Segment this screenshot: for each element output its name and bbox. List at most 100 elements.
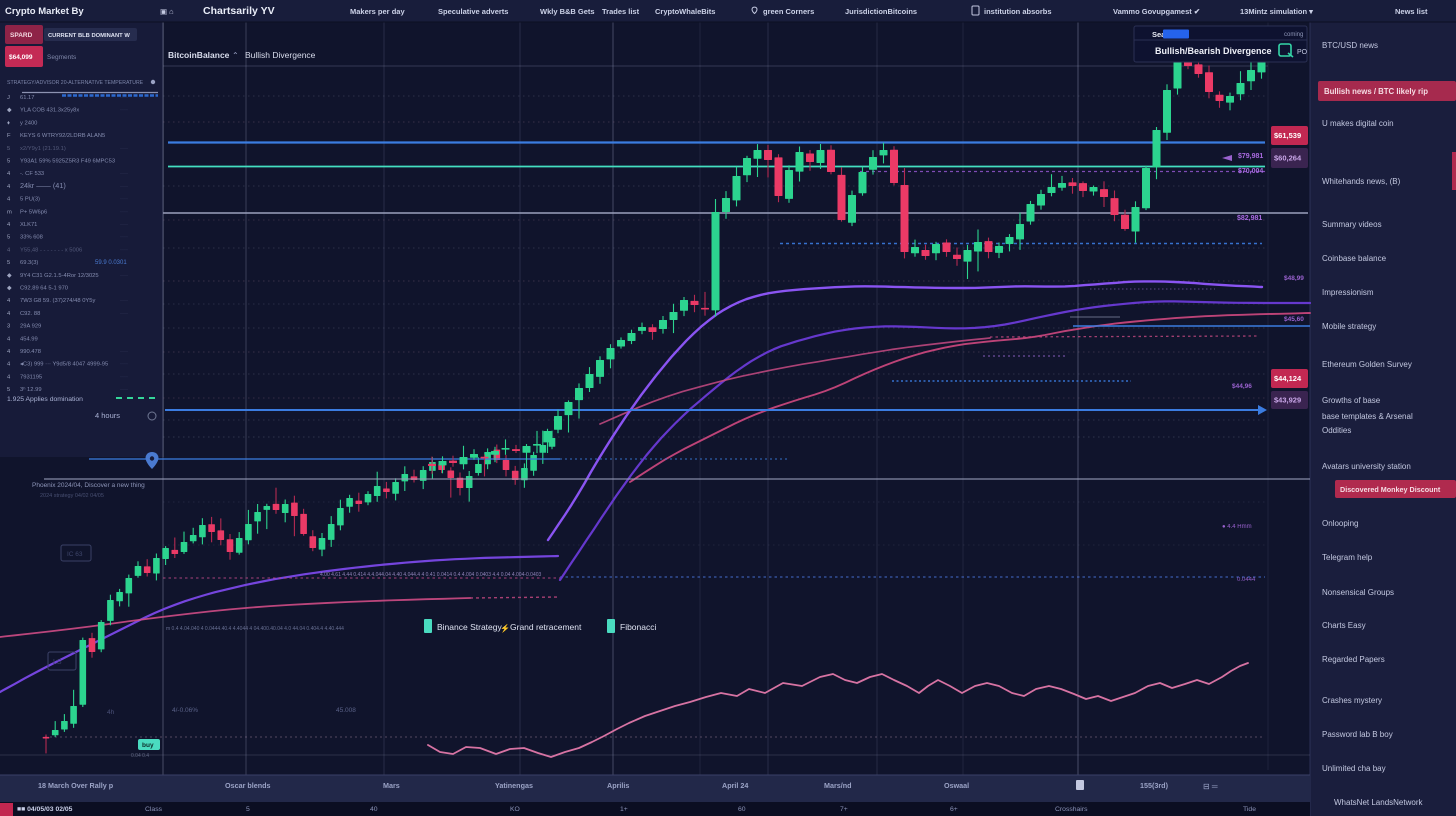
svg-text:····: ····: [120, 298, 128, 304]
svg-text:Aprilis: Aprilis: [607, 781, 629, 790]
svg-text:Speculative adverts: Speculative adverts: [438, 7, 508, 16]
svg-text:Nonsensical Groups: Nonsensical Groups: [1322, 588, 1394, 597]
svg-text:4h: 4h: [107, 709, 115, 716]
svg-text:5: 5: [7, 146, 10, 152]
svg-text:JurisdictionBitcoins: JurisdictionBitcoins: [845, 7, 917, 16]
svg-text:155(3rd): 155(3rd): [1140, 781, 1169, 790]
svg-text:STRATEGY/ADVISOR 20-ALTERNATI: STRATEGY/ADVISOR 20-ALTERNATIVE TEMPERAT…: [7, 80, 144, 86]
svg-text:454.99: 454.99: [20, 336, 38, 342]
svg-text:PO: PO: [1297, 49, 1308, 56]
svg-text:990.478: 990.478: [20, 349, 41, 355]
svg-text:Oswaal: Oswaal: [944, 781, 969, 790]
svg-text:SPARD: SPARD: [10, 32, 33, 39]
svg-text:Segments: Segments: [47, 54, 77, 61]
svg-text:Growths of base: Growths of base: [1322, 396, 1381, 405]
svg-text:C92.89 64 5-1 970: C92.89 64 5-1 970: [20, 286, 68, 292]
svg-text:4 hours: 4 hours: [95, 411, 120, 420]
svg-text:coming: coming: [1284, 32, 1303, 38]
svg-text:Wkly B&B Gets: Wkly B&B Gets: [540, 7, 595, 16]
svg-text:base templates & Arsenal: base templates & Arsenal: [1322, 412, 1413, 421]
svg-text:40: 40: [370, 806, 378, 813]
svg-text:18 March Over Rally p: 18 March Over Rally p: [38, 781, 114, 790]
svg-text:m: m: [7, 209, 12, 215]
svg-text:Trades list: Trades list: [602, 7, 640, 16]
svg-text:5: 5: [7, 235, 10, 241]
svg-text:WhatsNet LandsNetwork: WhatsNet LandsNetwork: [1334, 798, 1423, 807]
svg-text:Phoenix 2024/04, Discover a ne: Phoenix 2024/04, Discover a new thing: [32, 482, 145, 489]
svg-text:Fibonacci: Fibonacci: [620, 622, 656, 632]
svg-text:Oscar blends: Oscar blends: [225, 781, 271, 790]
svg-text:4: 4: [7, 197, 11, 203]
svg-text:News list: News list: [1395, 7, 1428, 16]
svg-text:$44,96: $44,96: [1232, 383, 1252, 390]
svg-text:◆: ◆: [7, 273, 12, 279]
svg-text:Onlooping: Onlooping: [1322, 519, 1358, 528]
svg-text:····: ····: [120, 108, 128, 114]
svg-text:4/-0.06%: 4/-0.06%: [172, 707, 198, 714]
svg-text:····: ····: [120, 311, 128, 317]
svg-text:$61,539: $61,539: [1274, 131, 1301, 140]
svg-text:buy: buy: [142, 742, 154, 749]
svg-text:7+: 7+: [840, 806, 848, 813]
svg-text:····: ····: [120, 209, 128, 215]
svg-text:$79,981: $79,981: [1238, 153, 1263, 160]
svg-text:Bullish Divergence: Bullish Divergence: [245, 50, 316, 60]
svg-text:Y55,48 - - - - - - - x 5006: Y55,48 - - - - - - - x 5006: [20, 247, 82, 253]
svg-text:Unlimited cha bay: Unlimited cha bay: [1322, 764, 1386, 773]
svg-text:Bullish/Bearish Divergence: Bullish/Bearish Divergence: [1155, 46, 1272, 56]
svg-text:····: ····: [120, 387, 128, 393]
svg-text:····: ····: [120, 374, 128, 380]
svg-text:x2/Y9y1 (21.19.1): x2/Y9y1 (21.19.1): [20, 146, 66, 152]
svg-text:CryptoWhaleBits: CryptoWhaleBits: [655, 7, 715, 16]
svg-text:2024 strategy 04/02 04/05: 2024 strategy 04/02 04/05: [40, 493, 104, 499]
svg-text:KEYS 6 WTRY92/2LDRB ALAN5: KEYS 6 WTRY92/2LDRB ALAN5: [20, 133, 105, 139]
svg-text:y 2400: y 2400: [20, 120, 37, 126]
svg-text:5: 5: [7, 159, 10, 165]
svg-text:Crashes mystery: Crashes mystery: [1322, 696, 1382, 705]
svg-text:Whitehands news, (B): Whitehands news, (B): [1322, 177, 1401, 186]
svg-text:▣ ⌂: ▣ ⌂: [160, 7, 174, 16]
svg-text:13Mintz simulation ▾: 13Mintz simulation ▾: [1240, 7, 1314, 16]
svg-text:4: 4: [7, 311, 11, 317]
svg-text:$64,099: $64,099: [9, 54, 33, 61]
svg-text:● 4.4 Hmm: ● 4.4 Hmm: [1222, 524, 1252, 530]
svg-text:Crosshairs: Crosshairs: [1055, 806, 1088, 813]
svg-text:U makes digital coin: U makes digital coin: [1322, 119, 1394, 128]
svg-text:Discovered Monkey Discount: Discovered Monkey Discount: [1340, 485, 1441, 494]
svg-text:$70,004: $70,004: [1238, 168, 1263, 175]
svg-text:m 0.4 4.04.040 4 0.0444.40.4 4: m 0.4 4.04.040 4 0.0444.40.4 4.4044 4 04…: [166, 626, 344, 632]
svg-text:$43,929: $43,929: [1274, 396, 1301, 405]
svg-text:$48,99: $48,99: [1284, 275, 1304, 282]
svg-text:◆: ◆: [7, 108, 12, 114]
svg-text:····: ····: [120, 235, 128, 241]
svg-text:4: 4: [7, 222, 11, 228]
svg-text:0.04 0.4: 0.04 0.4: [131, 753, 149, 759]
svg-text:Mars/nd: Mars/nd: [824, 781, 852, 790]
svg-text:■■ 04/05/03 02/05: ■■ 04/05/03 02/05: [17, 806, 73, 813]
svg-text:Makers per day: Makers per day: [350, 7, 405, 16]
svg-text:29A 929: 29A 929: [20, 324, 41, 330]
svg-text:Y93A1 59% 5925Z5R3 F49 6MPC53: Y93A1 59% 5925Z5R3 F49 6MPC53: [20, 159, 115, 165]
svg-text:Yatinengas: Yatinengas: [495, 781, 533, 790]
svg-text:9Y4 C31 G2.1.5-4Ror 12/3025: 9Y4 C31 G2.1.5-4Ror 12/3025: [20, 273, 99, 279]
svg-text:····: ····: [120, 197, 128, 203]
svg-text:4: 4: [7, 374, 11, 380]
svg-text:Impressionism: Impressionism: [1322, 288, 1374, 297]
svg-text:····: ····: [120, 146, 128, 152]
svg-text:4: 4: [7, 184, 11, 190]
svg-text:6+: 6+: [950, 806, 958, 813]
svg-text:····: ····: [120, 362, 128, 368]
svg-text:····: ····: [120, 273, 128, 279]
svg-text:4: 4: [7, 349, 11, 355]
svg-text:♦: ♦: [7, 120, 10, 126]
svg-text:YLA COB 431.3x25y8x: YLA COB 431.3x25y8x: [20, 108, 79, 114]
svg-text:$45,60: $45,60: [1284, 316, 1304, 323]
svg-text:Mars: Mars: [383, 781, 400, 790]
svg-text:Binance Strategy: Binance Strategy: [437, 622, 502, 632]
svg-text:$44,124: $44,124: [1274, 374, 1302, 383]
svg-text:5: 5: [246, 806, 250, 813]
svg-text:1.925 Applies domination: 1.925 Applies domination: [7, 396, 83, 403]
svg-text:Coinbase balance: Coinbase balance: [1322, 254, 1387, 263]
svg-text:0.0444: 0.0444: [1237, 577, 1256, 583]
svg-text:Vammo Govupgamest ✔: Vammo Govupgamest ✔: [1113, 7, 1200, 16]
